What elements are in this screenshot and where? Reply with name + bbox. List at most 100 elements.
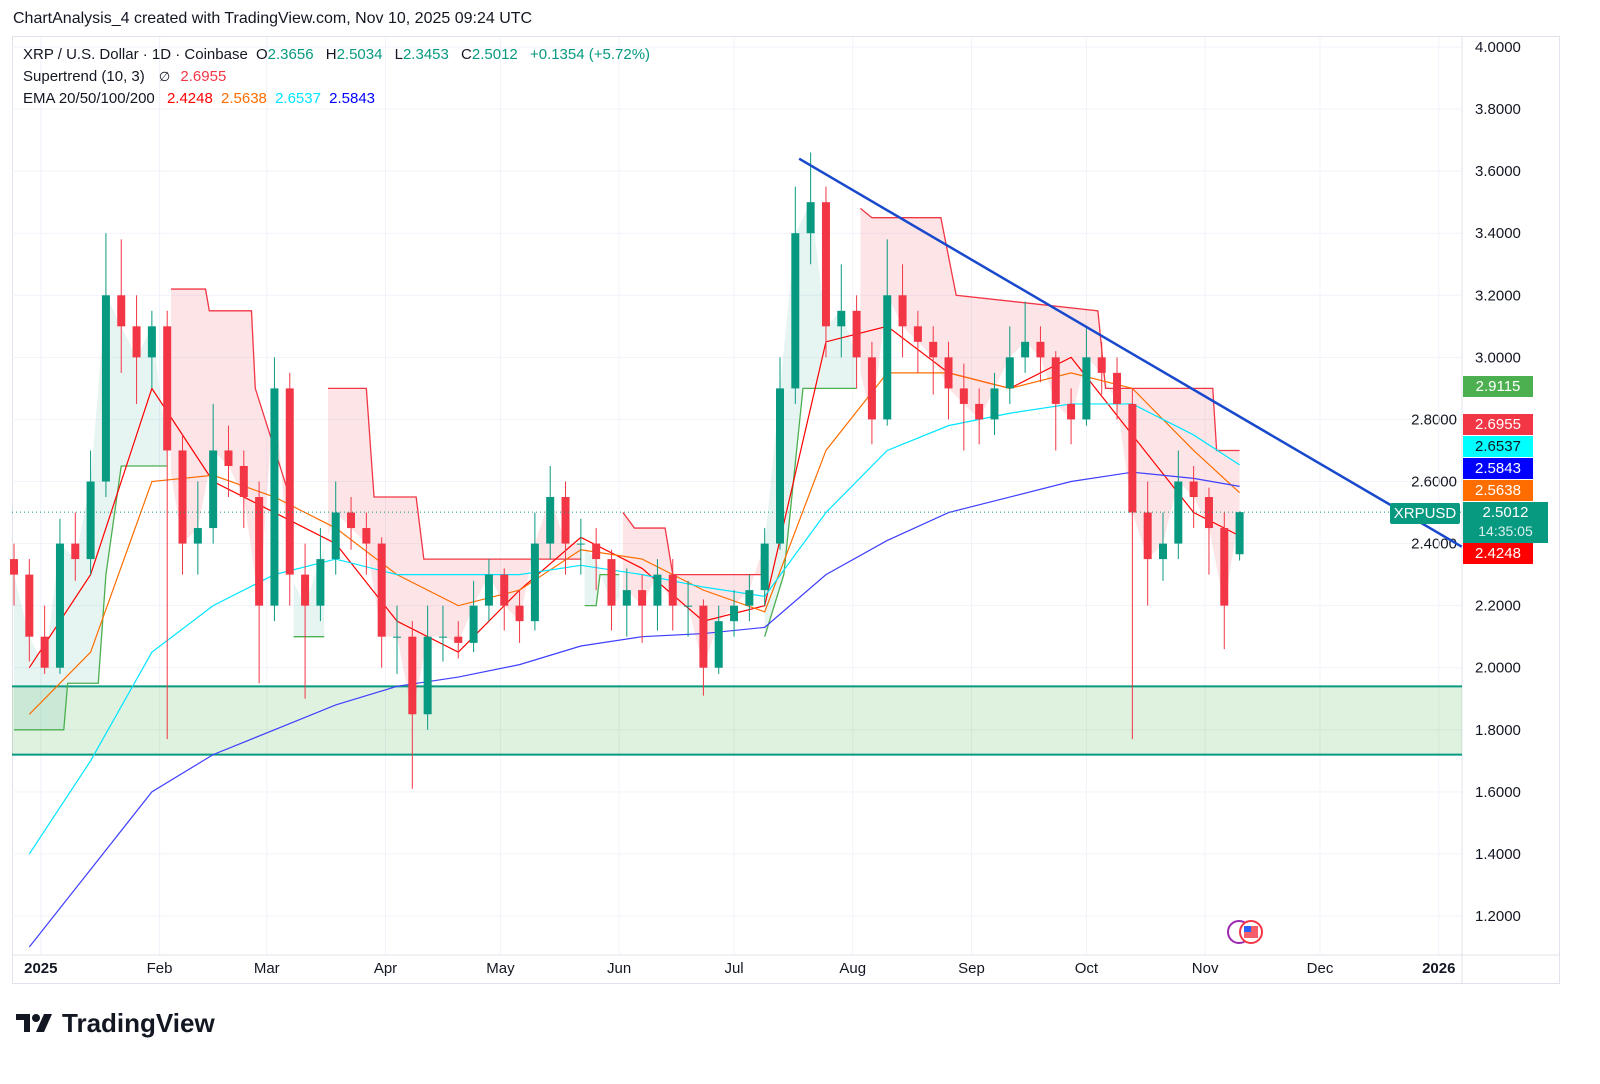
y-tick-label: 3.2000 (1475, 287, 1521, 304)
candle (1051, 351, 1060, 451)
candle-body (852, 310, 861, 358)
close-value: 2.5012 (471, 46, 518, 63)
chart-frame (12, 36, 1560, 984)
tradingview-logo[interactable]: TradingView (16, 1008, 215, 1039)
candle (975, 388, 984, 445)
candle (1159, 512, 1167, 581)
candle-body (653, 574, 662, 606)
ema20-value: 2.4248 (166, 90, 213, 107)
supertrend-value: 2.6955 (180, 68, 227, 85)
candle-body (515, 605, 524, 622)
low-label: L (394, 46, 403, 63)
candle-body (1005, 357, 1014, 389)
candle (959, 363, 968, 451)
candle-body (821, 202, 830, 327)
candle (1235, 511, 1244, 561)
candle-body (684, 605, 693, 607)
candle (301, 543, 310, 699)
candle (1067, 388, 1076, 445)
candle-body (730, 605, 739, 622)
candle (25, 559, 34, 662)
candle (791, 186, 800, 404)
supertrend-line-down (622, 512, 765, 576)
candle-body (913, 326, 922, 342)
candle-body (530, 543, 539, 622)
candle-body (898, 295, 907, 327)
candle-body (301, 574, 310, 606)
candle (239, 450, 248, 529)
ema100-value: 2.6537 (275, 90, 321, 107)
candle (1143, 481, 1152, 606)
candle (714, 605, 723, 674)
bar-countdown: 14:35:05 (1478, 523, 1533, 539)
candle (929, 326, 938, 395)
open-value: 2.3656 (267, 46, 314, 63)
candle (500, 568, 509, 631)
candle-body (883, 295, 892, 420)
candle (285, 372, 294, 606)
candle (1036, 326, 1045, 383)
candle-body (1159, 543, 1167, 560)
symbol-title[interactable]: XRP / U.S. Dollar · 1D · Coinbase (23, 46, 248, 63)
legend-ema-row[interactable]: EMA 20/50/100/200 2.4248 2.5638 2.6537 2… (23, 90, 379, 107)
candle (852, 295, 861, 389)
x-tick-label: Nov (1192, 960, 1219, 977)
candle (515, 590, 524, 643)
candle-body (1021, 341, 1030, 358)
candle (86, 450, 95, 575)
x-tick-label: May (486, 960, 515, 977)
last-price-value: 2.5012 (1482, 504, 1529, 521)
candle-body (714, 621, 723, 668)
candle-body (316, 559, 325, 606)
candle (592, 528, 601, 591)
ema50-value: 2.5638 (221, 90, 267, 107)
y-tick-label: 1.8000 (1475, 722, 1521, 739)
candle-body (1067, 403, 1076, 420)
candle-body (1082, 357, 1091, 420)
candle (1174, 450, 1183, 560)
candle-body (331, 512, 340, 560)
candle (193, 481, 202, 575)
supertrend-fill-down (860, 208, 1240, 606)
candle (316, 528, 325, 622)
candle-body (86, 481, 95, 560)
y-tick-label: 3.6000 (1475, 163, 1521, 180)
candle-body (1128, 403, 1137, 513)
candle-body (1097, 357, 1106, 373)
candle (1220, 512, 1229, 650)
y-tick-label: 1.4000 (1475, 846, 1521, 863)
candle (990, 372, 999, 435)
badge-supertrend: 2.6955 (1463, 414, 1533, 435)
x-tick-label: Mar (254, 960, 280, 977)
ema-line-ema20 (28, 325, 1240, 669)
legend-supertrend-row[interactable]: Supertrend (10, 3) ∅ 2.6955 (23, 68, 230, 85)
candle (423, 605, 432, 730)
candle-body (837, 310, 846, 327)
ema-line-ema50 (28, 372, 1241, 715)
x-tick-label: Jul (724, 960, 743, 977)
price-chart[interactable]: 1.2000 1.4000 1.6000 1.8000 2.0000 2.2000 2.40… (0, 0, 1600, 1000)
candle (101, 233, 110, 498)
candle (347, 497, 356, 550)
candle-body (944, 357, 953, 389)
ema200-value: 2.5843 (329, 90, 376, 107)
candle (117, 239, 126, 373)
candle-body (484, 574, 493, 606)
y-tick-label: 3.8000 (1475, 101, 1521, 118)
y-tick-label: 1.6000 (1475, 784, 1521, 801)
economic-events[interactable] (1226, 918, 1268, 951)
x-tick-label: Sep (958, 960, 985, 977)
supertrend-fill-down (328, 388, 581, 715)
candle-body (1235, 512, 1244, 555)
descending-trendline (798, 157, 1463, 548)
y-tick-label: 3.4000 (1475, 225, 1521, 242)
candle (132, 295, 141, 404)
candle (1128, 388, 1137, 740)
candle (1189, 465, 1198, 529)
candle-body (576, 543, 585, 545)
candle-body (101, 295, 110, 482)
x-tick-label: Apr (374, 960, 397, 977)
y-tick-label: 2.2000 (1475, 598, 1521, 615)
candle (668, 559, 677, 631)
candle (622, 568, 631, 637)
